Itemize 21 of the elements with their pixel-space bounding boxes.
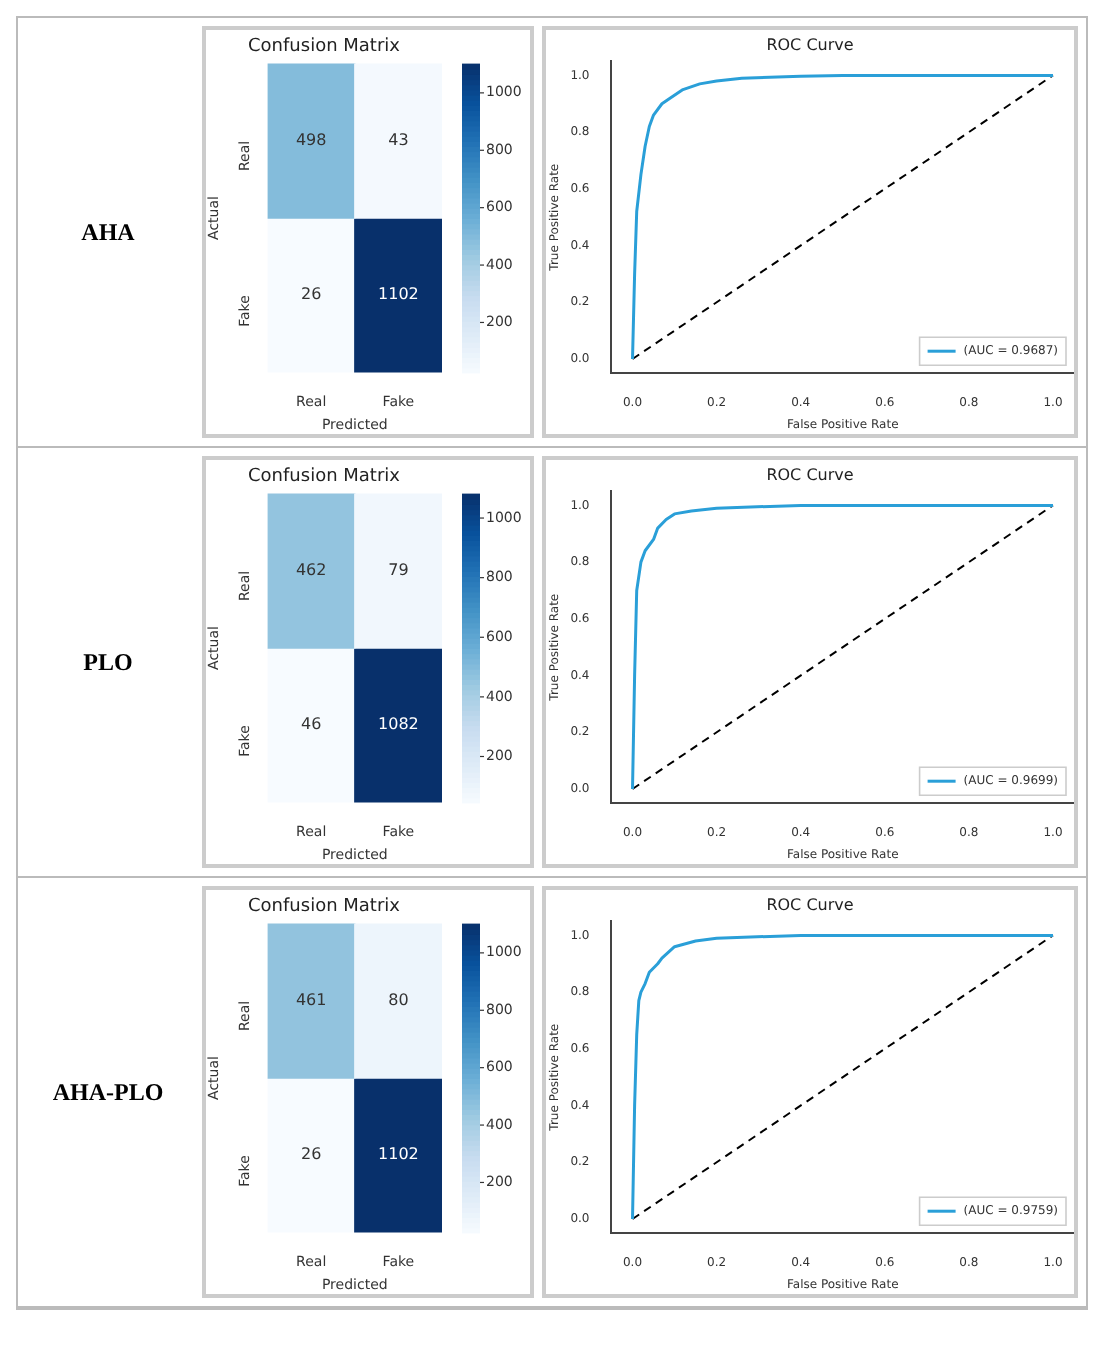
chart-title: Confusion Matrix — [248, 467, 402, 488]
chart-title: ROC Curve — [766, 35, 854, 54]
chart-title: ROC Curve — [766, 465, 854, 484]
data-label: 43 — [388, 130, 409, 149]
data-label: 1102 — [378, 285, 419, 304]
data-label: 498 — [295, 130, 327, 149]
data-label: 1102 — [378, 1145, 419, 1164]
data-label: 462 — [295, 560, 327, 579]
chart-title: Confusion Matrix — [248, 897, 402, 918]
data-label: 1082 — [378, 715, 419, 734]
text: AHA — [79, 217, 137, 247]
chart-title: Confusion Matrix — [248, 37, 402, 58]
data-label: 46 — [301, 715, 322, 734]
data-label: 80 — [388, 990, 409, 1009]
data-label: 26 — [301, 285, 322, 304]
text: PLO — [81, 647, 135, 677]
data-label: 26 — [301, 1145, 322, 1164]
chart-title: ROC Curve — [766, 895, 854, 914]
data-label: 79 — [388, 560, 409, 579]
text: AHA-PLO — [50, 1077, 166, 1107]
data-label: 461 — [295, 990, 327, 1009]
